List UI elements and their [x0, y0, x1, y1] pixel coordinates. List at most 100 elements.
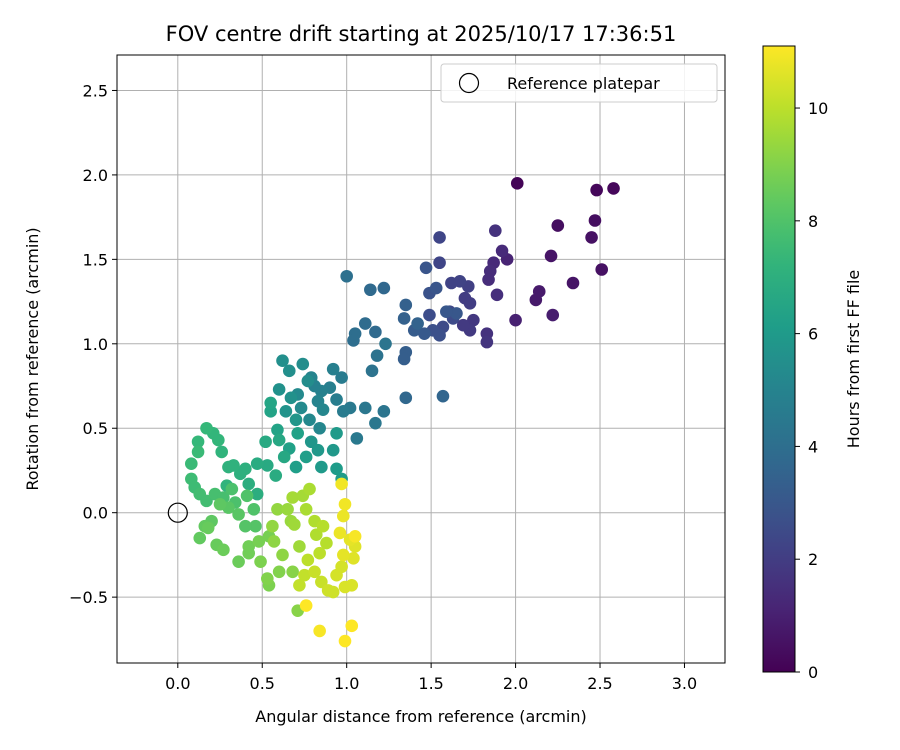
- data-point: [418, 327, 431, 340]
- data-point: [191, 435, 205, 449]
- data-point: [347, 334, 360, 347]
- colorbar-tick-label: 10: [808, 99, 828, 118]
- data-point: [316, 519, 330, 533]
- legend: Reference platepar: [440, 63, 718, 103]
- legend-entry-label: Reference platepar: [507, 74, 660, 93]
- colorbar-bar: [762, 45, 796, 673]
- data-point: [294, 401, 308, 415]
- data-point: [566, 276, 580, 290]
- data-point: [551, 219, 565, 232]
- data-point: [239, 519, 252, 533]
- data-point: [326, 362, 340, 376]
- data-point: [607, 182, 620, 195]
- data-point: [590, 183, 603, 197]
- data-point: [282, 364, 296, 378]
- data-point: [289, 460, 303, 474]
- data-point: [397, 352, 411, 366]
- data-point: [338, 497, 352, 511]
- data-point: [261, 459, 274, 472]
- data-point: [193, 531, 207, 545]
- data-point: [308, 565, 321, 579]
- y-tick-label: −0.5: [69, 588, 108, 607]
- data-point: [379, 337, 392, 351]
- data-point: [316, 403, 330, 416]
- data-point: [330, 393, 343, 406]
- data-point: [585, 231, 598, 244]
- data-point: [200, 494, 213, 508]
- x-tick-label: 2.0: [503, 674, 528, 693]
- reference-platepar-marker: [167, 502, 188, 523]
- data-point: [369, 325, 382, 339]
- data-point: [338, 634, 352, 648]
- data-point: [350, 432, 364, 445]
- data-point: [489, 224, 502, 237]
- x-tick-label: 0.0: [165, 674, 190, 693]
- data-point: [303, 413, 316, 427]
- data-point: [333, 526, 347, 540]
- plot-background: [117, 55, 725, 663]
- data-point: [509, 313, 522, 327]
- data-point: [588, 214, 602, 227]
- data-point: [433, 256, 446, 270]
- data-point: [419, 261, 433, 275]
- data-point: [330, 427, 343, 440]
- data-point: [529, 293, 543, 307]
- data-point: [276, 548, 289, 562]
- y-tick-label: 0.5: [83, 419, 108, 438]
- data-point: [293, 579, 306, 592]
- data-point: [286, 491, 299, 504]
- data-point: [340, 269, 353, 283]
- y-tick-label: 1.5: [83, 250, 108, 269]
- data-point: [200, 421, 213, 435]
- y-tick-label: 0.0: [83, 504, 108, 523]
- data-point: [345, 619, 359, 633]
- data-point: [433, 329, 446, 342]
- data-point: [337, 548, 350, 562]
- data-point: [345, 579, 359, 592]
- data-point: [271, 423, 284, 437]
- data-point: [250, 487, 264, 501]
- data-point: [266, 519, 279, 533]
- data-point: [277, 450, 291, 464]
- data-point: [595, 263, 609, 276]
- data-point: [313, 421, 326, 435]
- y-axis-label: Rotation from reference (arcmin): [23, 227, 42, 490]
- data-point: [358, 317, 372, 330]
- data-point: [358, 401, 372, 415]
- y-tick-label: 1.0: [83, 335, 108, 354]
- data-point: [436, 389, 450, 403]
- data-point: [296, 357, 310, 371]
- data-point: [309, 528, 323, 541]
- data-point: [267, 535, 281, 548]
- colorbar-tick-label: 0: [808, 663, 818, 682]
- data-point: [495, 244, 509, 258]
- data-point: [335, 560, 348, 574]
- data-point: [254, 555, 267, 568]
- data-point: [213, 497, 227, 511]
- data-point: [433, 231, 446, 244]
- x-tick-label: 1.0: [334, 674, 359, 693]
- x-tick-label: 1.5: [418, 674, 443, 693]
- data-point: [247, 503, 261, 516]
- x-tick-label: 0.5: [250, 674, 275, 693]
- data-point: [411, 317, 424, 330]
- data-point: [335, 477, 348, 491]
- data-point: [335, 371, 348, 384]
- data-point: [250, 457, 264, 471]
- data-point: [242, 477, 256, 491]
- data-point: [480, 335, 494, 349]
- colorbar-label: Hours from first FF file: [844, 270, 863, 449]
- data-point: [298, 568, 311, 582]
- data-point: [482, 273, 495, 286]
- data-point: [284, 391, 298, 405]
- data-point: [232, 555, 245, 568]
- data-point: [320, 536, 333, 550]
- data-point: [293, 540, 306, 553]
- data-point: [365, 364, 379, 378]
- x-axis-label: Angular distance from reference (arcmin): [255, 707, 586, 726]
- data-point: [249, 519, 262, 533]
- data-point: [225, 482, 239, 496]
- data-point: [272, 383, 286, 396]
- data-point: [510, 177, 524, 190]
